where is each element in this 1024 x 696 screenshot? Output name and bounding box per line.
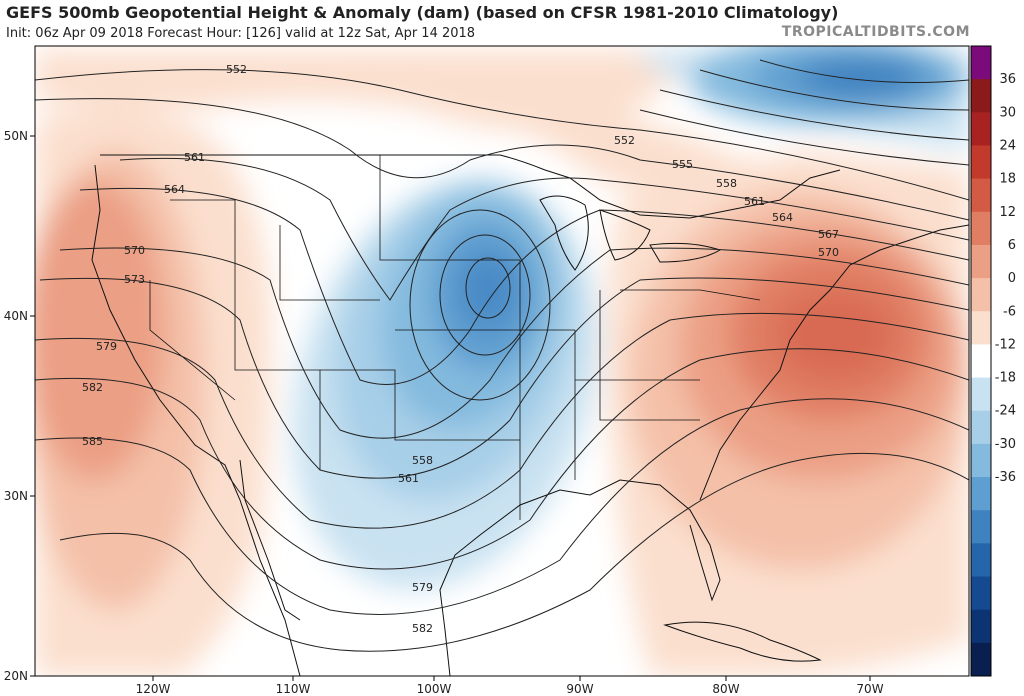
colorbar-tick-label: 24 bbox=[999, 138, 1016, 153]
contour-label: 552 bbox=[614, 134, 635, 147]
colorbar-swatch bbox=[971, 311, 991, 345]
contour-label: 561 bbox=[184, 151, 205, 164]
contour-label: 555 bbox=[672, 158, 693, 171]
colorbar-swatch bbox=[971, 609, 991, 644]
contour-label: 552 bbox=[226, 63, 247, 76]
colorbar-tick-label: 6 bbox=[1008, 238, 1016, 253]
colorbar-swatch bbox=[971, 410, 991, 445]
lat-label-40n: 40N bbox=[4, 309, 28, 323]
contour-label: 579 bbox=[96, 340, 117, 353]
lat-label-50n: 50N bbox=[4, 129, 28, 143]
colorbar-tick-label: 18 bbox=[999, 172, 1016, 187]
colorbar bbox=[970, 45, 992, 677]
lon-label-70w: 70W bbox=[856, 682, 883, 696]
map-title: GEFS 500mb Geopotential Height & Anomaly… bbox=[6, 3, 839, 22]
plot-frame bbox=[34, 45, 970, 677]
contour-label: 582 bbox=[412, 622, 433, 635]
colorbar-tick-label: 0 bbox=[1008, 271, 1016, 286]
credit-label: TROPICALTIDBITS.COM bbox=[781, 24, 970, 40]
colorbar-swatch bbox=[971, 377, 991, 412]
colorbar-swatch bbox=[971, 642, 991, 677]
contour-label: 564 bbox=[164, 183, 185, 196]
anomaly-shading bbox=[35, 46, 969, 676]
contour-label: 558 bbox=[412, 454, 433, 467]
colorbar-swatch bbox=[971, 510, 991, 544]
longitude-axis: 120W 110W 100W 90W 80W 70W bbox=[136, 676, 884, 696]
colorbar-swatch bbox=[971, 477, 991, 511]
colorbar-ticks: 36 30 24 18 12 6 0 -6 -12 -18 -24 -30 -36 bbox=[995, 72, 1016, 485]
colorbar-swatch bbox=[971, 278, 991, 312]
height-contours bbox=[35, 59, 969, 652]
colorbar-tick-label: -12 bbox=[995, 337, 1016, 352]
lon-label-110w: 110W bbox=[276, 682, 311, 696]
contour-label: 582 bbox=[82, 381, 103, 394]
colorbar-swatch bbox=[971, 344, 991, 379]
colorbar-tick-label: 36 bbox=[999, 72, 1016, 87]
colorbar-swatch bbox=[971, 443, 991, 478]
colorbar-swatch bbox=[971, 178, 991, 213]
colorbar-tick-label: -6 bbox=[1003, 304, 1016, 319]
contour-label: 570 bbox=[818, 246, 839, 259]
lon-label-90w: 90W bbox=[566, 682, 593, 696]
colorbar-swatch bbox=[971, 576, 991, 611]
colorbar-tick-label: 30 bbox=[999, 105, 1016, 120]
contour-label: 561 bbox=[744, 195, 765, 208]
contour-label: 558 bbox=[716, 177, 737, 190]
lat-label-20n: 20N bbox=[4, 669, 28, 683]
colorbar-tick-label: -36 bbox=[995, 470, 1016, 485]
lon-label-120w: 120W bbox=[136, 682, 171, 696]
colorbar-tick-label: -30 bbox=[995, 437, 1016, 452]
colorbar-swatch bbox=[971, 46, 991, 80]
colorbar-swatch bbox=[971, 543, 991, 578]
colorbar-swatch bbox=[971, 79, 991, 113]
contour-label: 579 bbox=[412, 581, 433, 594]
latitude-axis: 50N 40N 30N 20N bbox=[4, 129, 35, 683]
contour-label: 564 bbox=[772, 211, 793, 224]
colorbar-swatch bbox=[971, 244, 991, 279]
contour-label: 561 bbox=[398, 472, 419, 485]
lat-label-30n: 30N bbox=[4, 489, 28, 503]
contour-label-group: 552 552 555 558 558 561 561 561 564 564 … bbox=[82, 63, 839, 635]
colorbar-tick-label: -18 bbox=[995, 371, 1016, 386]
contour-label: 585 bbox=[82, 435, 103, 448]
lon-label-100w: 100W bbox=[417, 682, 452, 696]
contour-label: 573 bbox=[124, 273, 145, 286]
colorbar-swatch bbox=[971, 112, 991, 146]
colorbar-frame bbox=[970, 45, 992, 677]
colorbar-swatch bbox=[971, 211, 991, 246]
colorbar-tick-label: 12 bbox=[999, 205, 1016, 220]
colorbar-tick-label: -24 bbox=[995, 404, 1016, 419]
map-subtitle: Init: 06z Apr 09 2018 Forecast Hour: [12… bbox=[6, 26, 476, 41]
header: GEFS 500mb Geopotential Height & Anomaly… bbox=[0, 0, 1024, 46]
colorbar-swatch bbox=[971, 145, 991, 180]
geography-lines bbox=[91, 154, 969, 676]
contour-label: 570 bbox=[124, 244, 145, 257]
contour-label: 567 bbox=[818, 228, 839, 241]
lon-label-80w: 80W bbox=[712, 682, 739, 696]
